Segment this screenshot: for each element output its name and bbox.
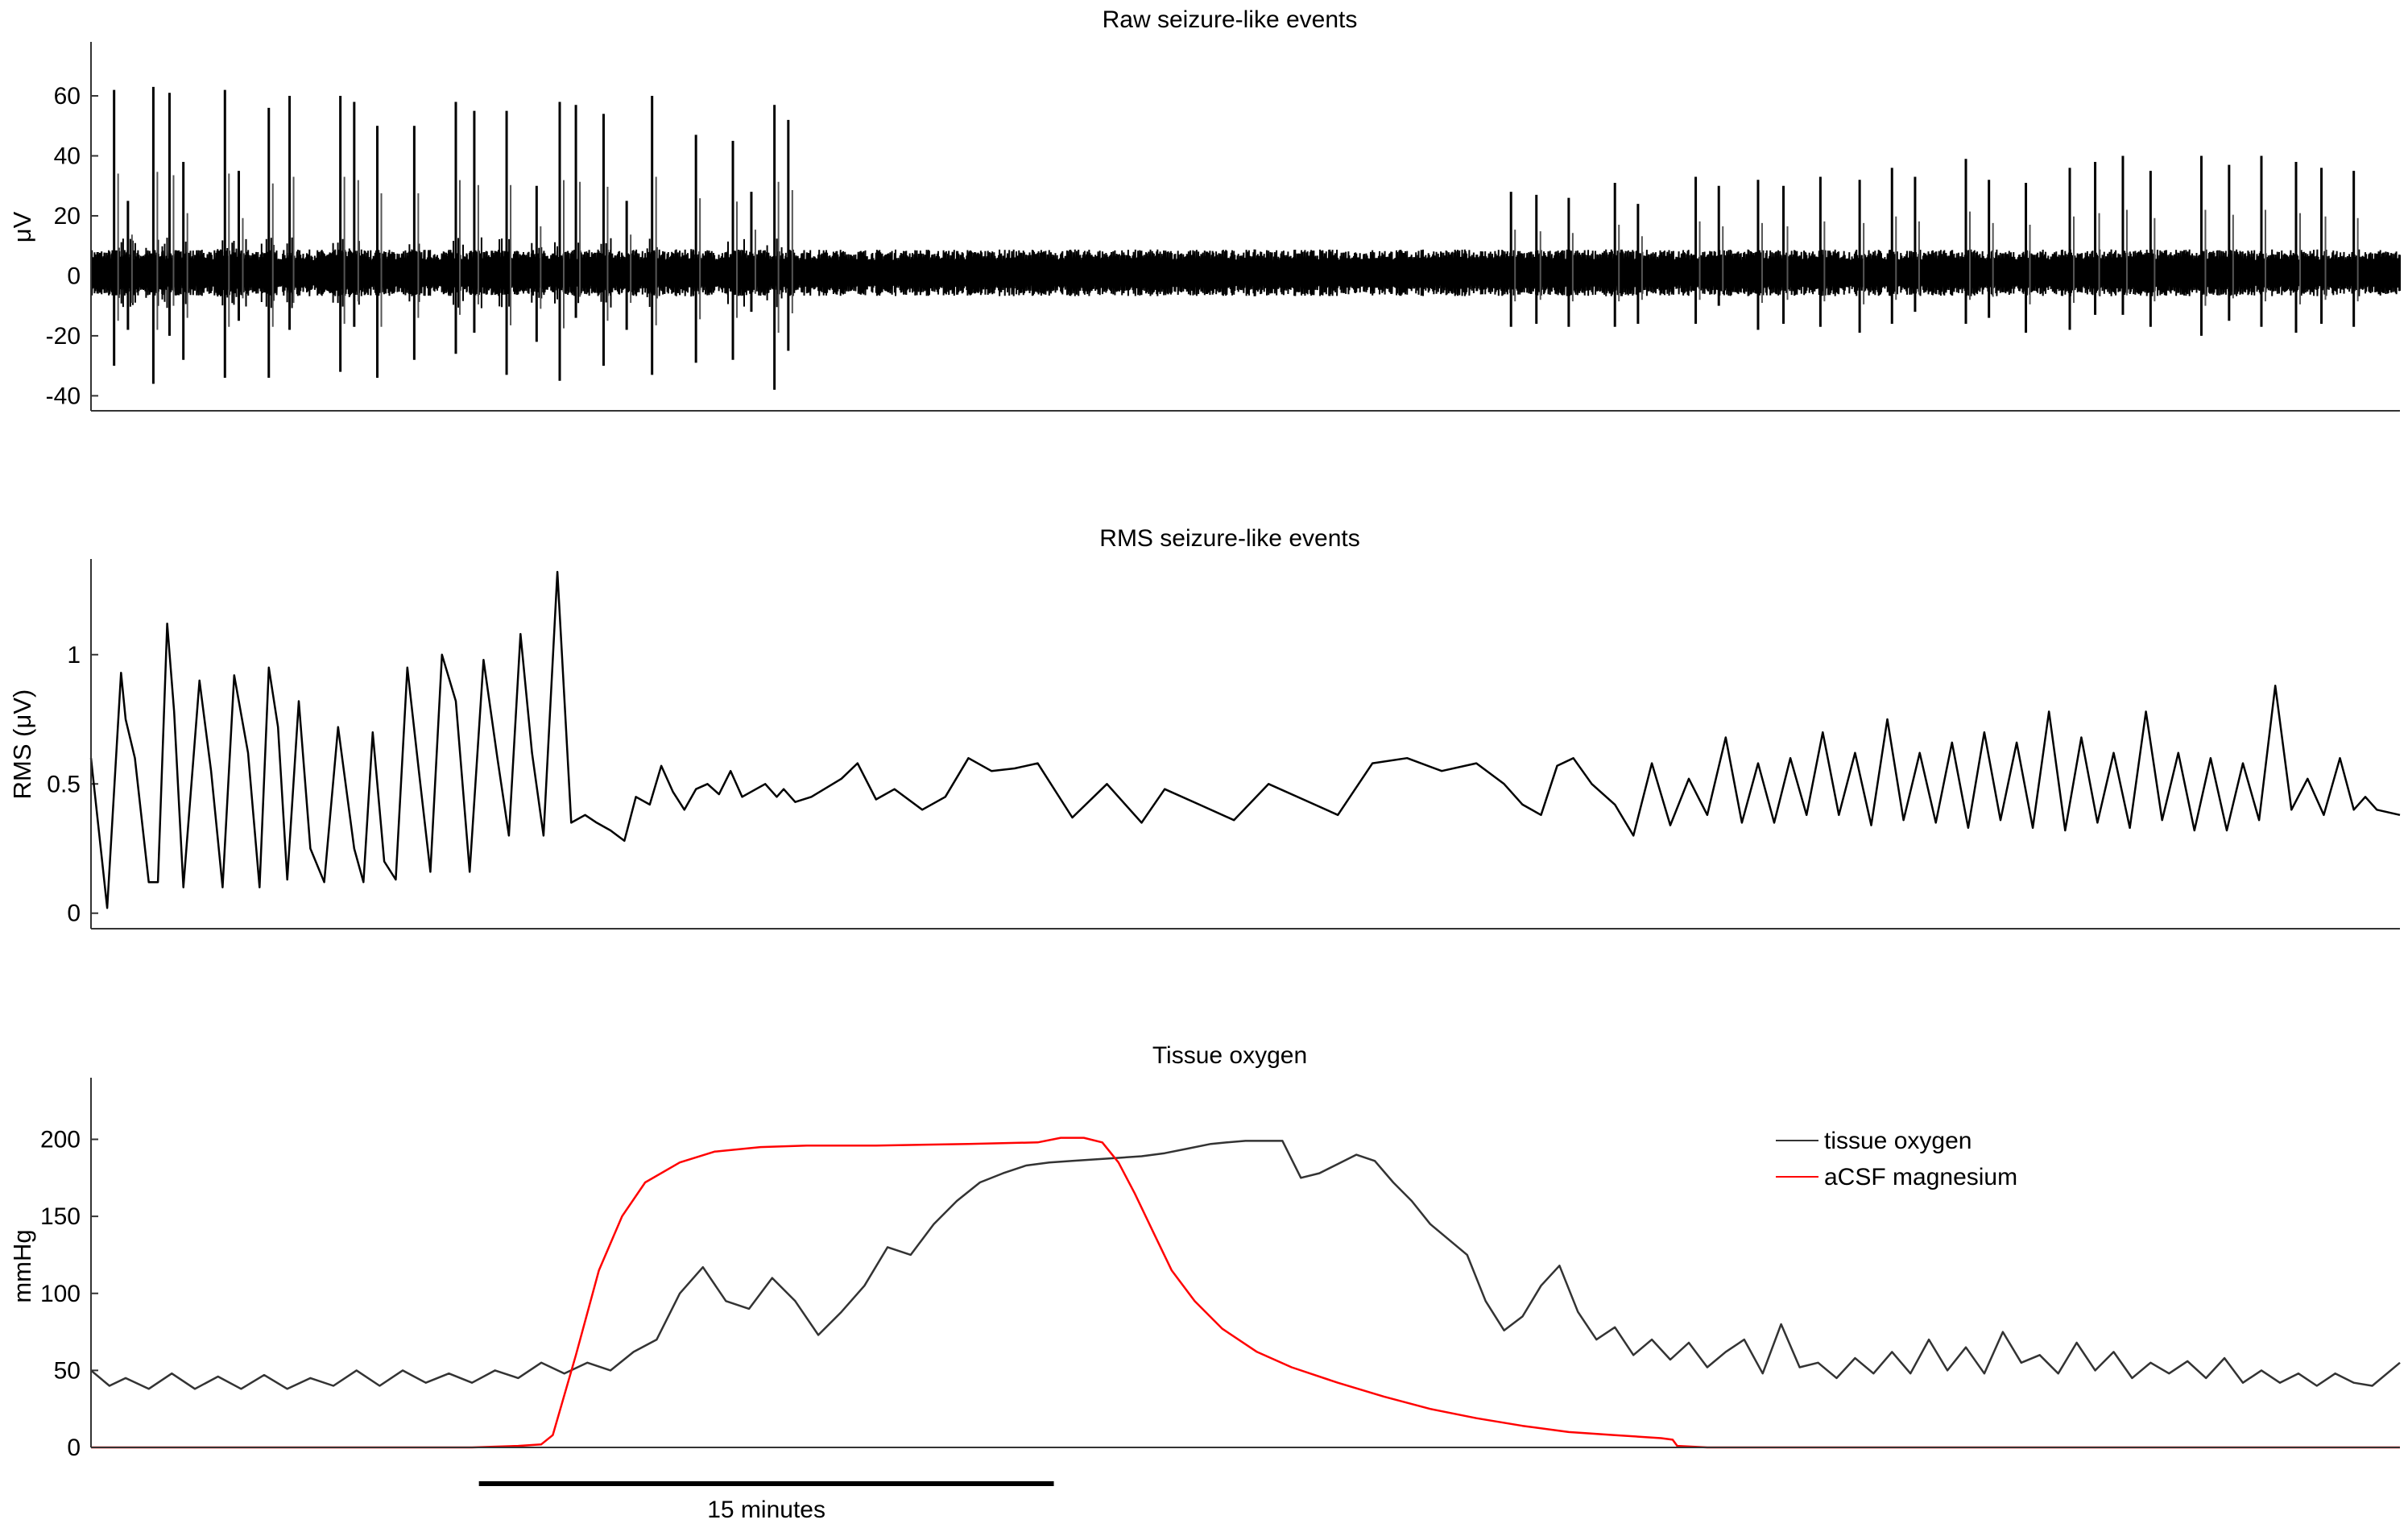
raw-y-axis-label: μV [8, 211, 36, 242]
rms-y-axis-label: RMS (μV) [8, 689, 36, 800]
y-tick-label: 20 [54, 203, 81, 230]
series-line-tissue-oxygen [90, 1140, 2401, 1390]
tissue-oxygen-panel: Tissue oxygen mmHg 200 150 100 50 0 tissue o… [8, 1042, 2401, 1523]
legend: tissue oxygen aCSF magnesium [1776, 1128, 2017, 1190]
y-tick-label: -20 [46, 323, 81, 350]
rms-panel-title: RMS seizure-like events [1099, 525, 1359, 552]
y-tick-label: 0 [67, 1435, 81, 1461]
raw-panel-title: Raw seizure-like events [1103, 6, 1358, 33]
rms-seizure-panel: RMS seizure-like events RMS (μV) 10.50 [8, 525, 2401, 930]
raw-seizure-panel: Raw seizure-like events μV 60 40 20 0 -20 -40 [8, 6, 2401, 412]
y-tick-label: 50 [54, 1357, 81, 1384]
legend-label-acsf-magnesium: aCSF magnesium [1824, 1164, 2017, 1190]
rms-trace [89, 570, 2401, 909]
y-tick-label: 0.5 [47, 771, 81, 797]
y-tick-label: 40 [54, 143, 81, 169]
oxygen-panel-title: Tissue oxygen [1152, 1042, 1307, 1069]
y-tick-label: -40 [46, 383, 81, 409]
raw-burst-noise [106, 237, 796, 308]
oxygen-y-ticks: 200 150 100 50 0 [40, 1127, 98, 1461]
scale-bar-label: 15 minutes [707, 1497, 825, 1523]
y-tick-label: 1 [67, 642, 81, 669]
y-tick-label: 0 [67, 263, 81, 289]
y-tick-label: 100 [40, 1281, 81, 1307]
series-line-acsf-magnesium [91, 1137, 2400, 1449]
oxygen-traces [90, 1137, 2401, 1449]
raw-trace [90, 86, 2401, 390]
oxygen-y-axis-label: mmHg [8, 1229, 36, 1302]
y-tick-label: 0 [67, 901, 81, 927]
rms-series-line [89, 570, 2401, 909]
legend-label-tissue-oxygen: tissue oxygen [1824, 1128, 1971, 1154]
raw-baseline-band [90, 249, 2401, 296]
y-tick-label: 150 [40, 1203, 81, 1230]
rms-y-ticks: 10.50 [47, 642, 98, 927]
y-tick-label: 200 [40, 1127, 81, 1153]
y-tick-label: 60 [54, 83, 81, 110]
